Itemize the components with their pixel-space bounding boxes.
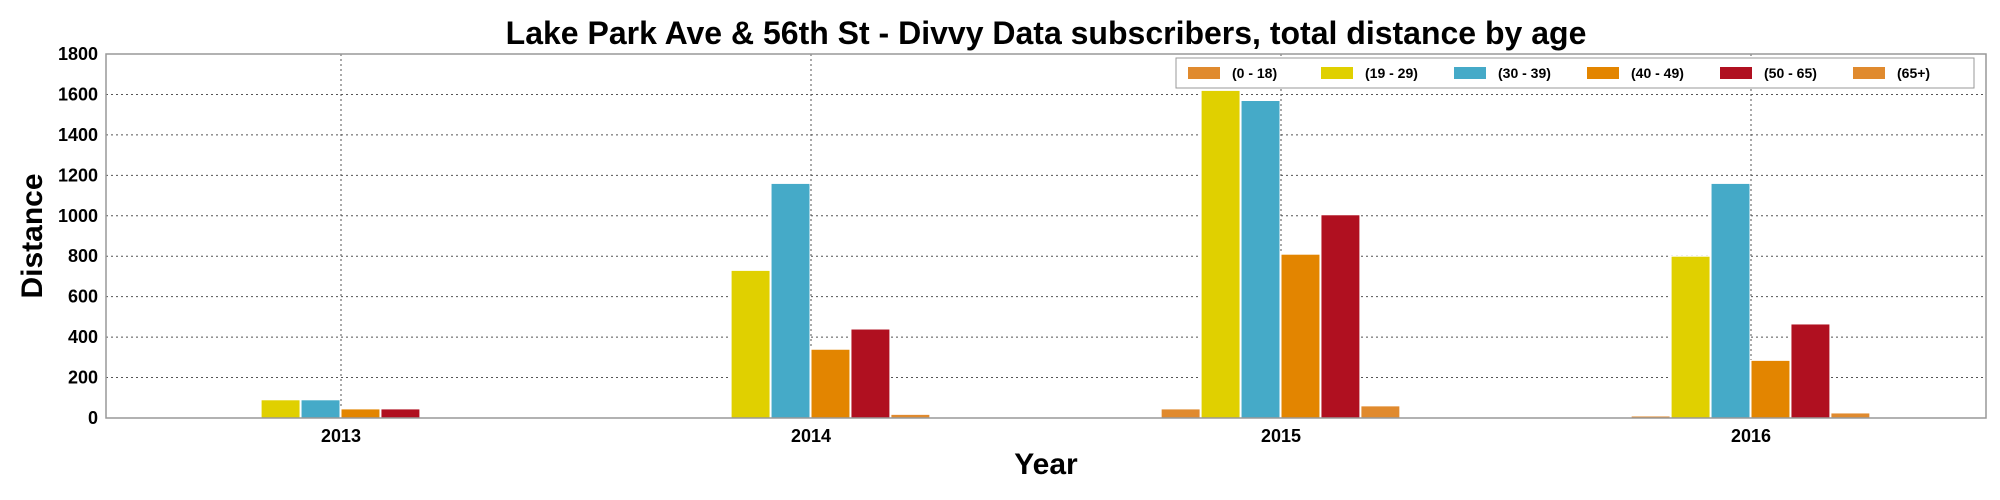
bar [1750, 359, 1791, 419]
legend: (0 - 18) (19 - 29) (30 - 39) (40 - 49) (50 -… [1175, 57, 1975, 89]
bar [1360, 405, 1401, 419]
y-tick-label: 400 [68, 327, 98, 347]
x-axis-label: Year [1014, 448, 1078, 481]
legend-label: (40 - 49) [1631, 65, 1684, 81]
y-tick-label: 1600 [58, 84, 98, 104]
legend-label: (50 - 65) [1764, 65, 1817, 81]
y-tick-label: 1000 [58, 206, 98, 226]
legend-label: (65+) [1897, 65, 1930, 81]
y-tick-label: 800 [68, 246, 98, 266]
bar [1710, 182, 1751, 419]
bars [260, 89, 1871, 419]
bar [260, 399, 301, 419]
bar [1830, 412, 1871, 419]
x-axis-ticks: 2013 2014 2015 2016 [321, 426, 1771, 446]
bar [1280, 253, 1321, 419]
plot-area-frame [105, 53, 1987, 419]
y-tick-label: 1800 [58, 44, 98, 64]
bar [1200, 89, 1241, 419]
chart-title: Lake Park Ave & 56th St - Divvy Data sub… [506, 15, 1587, 51]
bar [850, 328, 891, 419]
bar [1160, 408, 1201, 419]
x-tick-label: 2015 [1261, 426, 1301, 446]
legend-label: (19 - 29) [1365, 65, 1418, 81]
bar [300, 399, 341, 419]
x-tick-label: 2016 [1731, 426, 1771, 446]
y-axis-label: Distance [16, 173, 49, 298]
bar [340, 408, 381, 419]
bar [770, 182, 811, 419]
bar [810, 348, 851, 419]
legend-box [1175, 57, 1975, 89]
bar [380, 408, 421, 419]
legend-label: (30 - 39) [1498, 65, 1551, 81]
bar [730, 269, 771, 419]
legend-swatch [1321, 67, 1353, 79]
y-tick-label: 200 [68, 368, 98, 388]
x-tick-label: 2014 [791, 426, 831, 446]
legend-swatch [1720, 67, 1752, 79]
legend-swatch [1188, 67, 1220, 79]
x-tick-label: 2013 [321, 426, 361, 446]
y-tick-label: 1400 [58, 125, 98, 145]
bar [1320, 214, 1361, 419]
bar [1790, 323, 1831, 419]
y-tick-label: 1200 [58, 165, 98, 185]
legend-swatch [1853, 67, 1885, 79]
y-tick-label: 600 [68, 287, 98, 307]
legend-swatch [1587, 67, 1619, 79]
legend-label: (0 - 18) [1232, 65, 1277, 81]
legend-swatch [1454, 67, 1486, 79]
y-tick-label: 0 [88, 408, 98, 428]
y-axis-ticks: 0 200 400 600 800 1000 1200 1400 1600 1800 [58, 44, 98, 428]
bar [1670, 255, 1711, 419]
bar [1240, 100, 1281, 419]
